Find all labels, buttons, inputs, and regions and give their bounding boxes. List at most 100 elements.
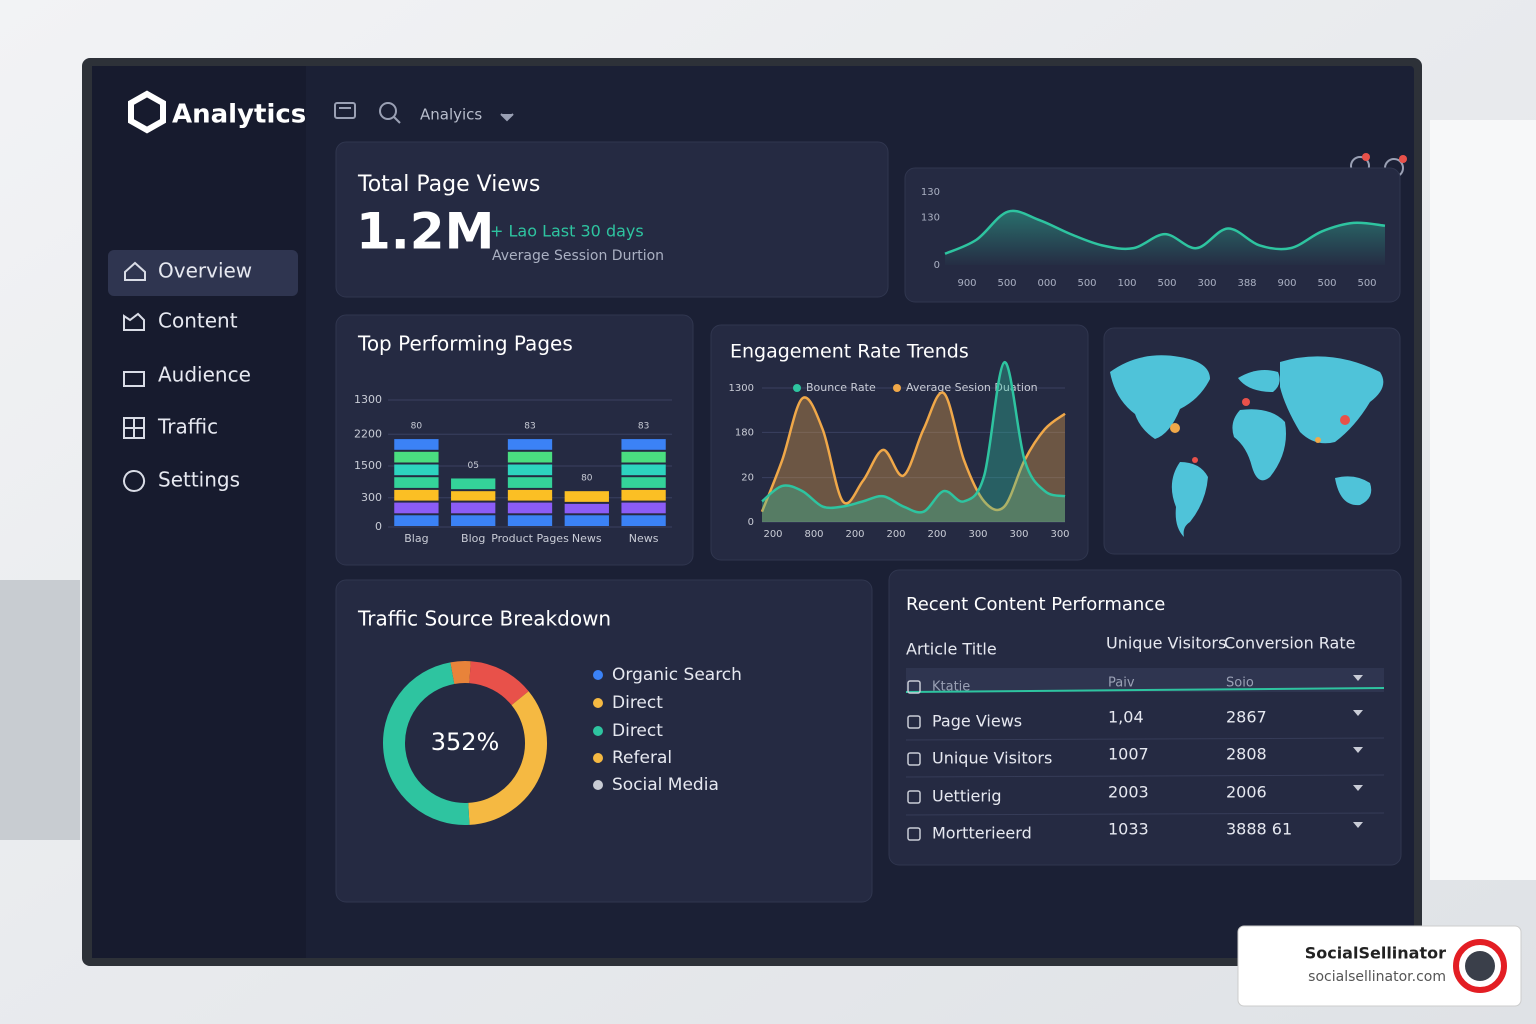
donut-segment [383, 662, 470, 825]
dropdown[interactable]: Analyics [420, 106, 482, 124]
table-cell: Unique Visitors [932, 749, 1052, 768]
y-tick-label: 0 [375, 520, 382, 533]
legend-swatch [593, 753, 603, 763]
x-tick-label: 500 [1317, 278, 1336, 289]
bar-segment [507, 515, 553, 526]
badge [1362, 153, 1370, 161]
bar-segment [507, 489, 553, 501]
legend-label: Direct [612, 721, 663, 741]
x-tick-label: 500 [1077, 278, 1096, 289]
line [944, 209, 1386, 255]
legend-label: Referal [612, 748, 672, 768]
bar-segment [621, 477, 666, 488]
table-cell: Soio [1226, 676, 1254, 691]
bar-segment [451, 515, 496, 526]
bar-segment [507, 477, 553, 488]
legend-label: Organic Search [612, 665, 742, 685]
legend-label: Average Sesion Duation [906, 381, 1038, 394]
area-fill [945, 210, 1385, 265]
legend-swatch [593, 698, 603, 708]
nav-item[interactable]: Audience [158, 363, 251, 387]
y-tick-label: 1300 [354, 393, 382, 406]
x-tick-label: News [629, 532, 659, 545]
row-checkbox[interactable] [907, 715, 921, 729]
x-tick-label: 300 [1197, 278, 1216, 289]
row-divider [905, 812, 1385, 816]
watermark-logo [1453, 939, 1507, 993]
row-checkbox[interactable] [907, 752, 921, 766]
donut-segment [467, 691, 547, 825]
bar-segment [564, 491, 609, 502]
watermark-url: socialsellinator.com [1308, 969, 1446, 985]
wall-shape [0, 580, 80, 840]
x-tick-label: 300 [1009, 529, 1028, 540]
row-dropdown[interactable] [1353, 822, 1363, 828]
row-dropdown[interactable] [1353, 675, 1363, 681]
row-divider [905, 737, 1385, 741]
bar-segment [394, 439, 439, 450]
x-tick-label: Product Pages [491, 532, 569, 545]
legend-swatch [593, 780, 603, 790]
nav-item[interactable]: Settings [158, 468, 240, 492]
area-fill [762, 362, 1065, 522]
donut-center: 352% [431, 728, 500, 756]
nav-item[interactable]: Traffic [157, 415, 218, 439]
bar-segment [394, 451, 439, 463]
y-tick-label: 0 [748, 517, 754, 528]
row-dropdown[interactable] [1353, 785, 1363, 791]
nav-icon [123, 417, 145, 439]
bar-segment [394, 515, 439, 526]
line [760, 391, 1066, 513]
row-checkbox[interactable] [907, 827, 921, 841]
y-tick-label: 130 [921, 187, 940, 198]
row-checkbox[interactable] [907, 680, 921, 694]
badge [1399, 155, 1407, 163]
table-header: Unique Visitors [1106, 634, 1226, 653]
x-tick-label: 000 [1037, 278, 1056, 289]
row-dropdown[interactable] [1353, 710, 1363, 716]
y-tick-label: 1500 [354, 459, 382, 472]
x-tick-label: News [572, 532, 602, 545]
donut-segment [468, 661, 529, 706]
line [761, 360, 1066, 514]
world-map [1110, 355, 1384, 537]
x-tick-label: 800 [804, 529, 823, 540]
bar-segment [507, 439, 553, 450]
bar-segment [621, 439, 666, 450]
row-dropdown[interactable] [1353, 747, 1363, 753]
table-cell: 1033 [1108, 820, 1149, 839]
brand-logo [128, 90, 166, 134]
table-header: Conversion Rate [1224, 634, 1355, 653]
bar-label: 05 [467, 461, 478, 471]
kpi-value: 1.2M [356, 203, 494, 261]
bar-segment [394, 489, 439, 501]
nav-active [108, 250, 298, 296]
x-tick-label: Blog [461, 532, 485, 545]
panel-title: Recent Content Performance [906, 594, 1165, 615]
table-cell: 2867 [1226, 708, 1267, 727]
table-cell: 2003 [1108, 783, 1149, 802]
nav-item[interactable]: Content [158, 309, 238, 333]
x-tick-label: 300 [1050, 529, 1069, 540]
window [1430, 120, 1536, 880]
legend-label: Social Media [612, 775, 719, 795]
bar-segment [564, 503, 609, 514]
bar-segment [394, 502, 439, 514]
x-tick-label: 500 [1157, 278, 1176, 289]
row-checkbox[interactable] [907, 790, 921, 804]
x-tick-label: 500 [997, 278, 1016, 289]
table-cell: Mortterieerd [932, 824, 1032, 843]
sidebar [92, 66, 306, 958]
y-tick-label: 20 [741, 473, 754, 484]
nav-item[interactable]: Overview [158, 259, 252, 283]
kpi-title: Total Page Views [357, 172, 540, 197]
legend-swatch [593, 726, 603, 736]
bar-segment [564, 515, 609, 526]
table-cell: 2006 [1226, 783, 1267, 802]
x-tick-label: 200 [886, 529, 905, 540]
table-header: Article Title [906, 640, 997, 659]
bar-label: 83 [638, 422, 649, 432]
table-cell: 3888 61 [1226, 820, 1292, 839]
bar-segment [621, 489, 666, 501]
panel-title: Engagement Rate Trends [730, 341, 969, 363]
